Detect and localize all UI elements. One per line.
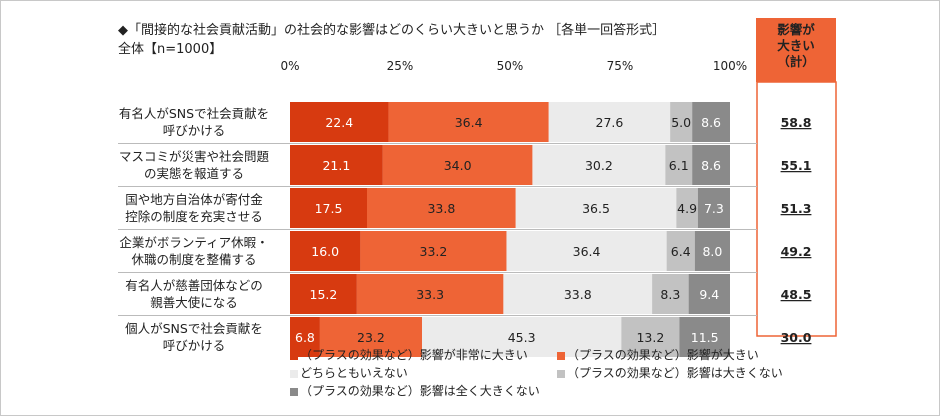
legend-label: どちらともいえない — [300, 366, 408, 380]
bar-segment-none — [688, 274, 730, 314]
summary-value: 51.3 — [781, 201, 812, 216]
data-label: 6.1 — [669, 158, 689, 173]
bar-segment-large — [382, 145, 533, 185]
x-tick-label: 100% — [713, 59, 747, 73]
data-label: 36.5 — [582, 201, 610, 216]
data-label: 6.8 — [295, 330, 315, 345]
bar-segment-not-large — [652, 274, 689, 314]
data-label: 33.8 — [427, 201, 455, 216]
legend-item-not-large: （プラスの効果など）影響は大きくない — [557, 364, 783, 381]
x-tick-label: 75% — [607, 59, 634, 73]
row-label: マスコミが災害や社会問題 の実態を報道する — [118, 149, 269, 181]
legend-label: （プラスの効果など）影響が大きい — [567, 348, 759, 362]
data-label: 21.1 — [322, 158, 350, 173]
data-label: 36.4 — [573, 244, 601, 259]
data-label: 34.0 — [444, 158, 472, 173]
summary-value: 48.5 — [781, 287, 812, 302]
data-label: 45.3 — [508, 330, 536, 345]
data-label: 8.6 — [701, 115, 721, 130]
bar-segment-very-large — [290, 231, 361, 271]
legend-item-very-large: （プラスの効果など）影響が非常に大きい — [290, 346, 528, 363]
bar-segment-not-large — [676, 188, 698, 228]
data-label: 33.8 — [564, 287, 592, 302]
bar-segment-neutral — [548, 102, 671, 142]
bar-segment-not-large — [666, 231, 695, 271]
x-tick-label: 0% — [280, 59, 299, 73]
chart-subtitle: 全体【n=1000】 — [118, 42, 223, 57]
chart-title: ◆「間接的な社会貢献活動」の社会的な影響はどのくらい大きいと思うか ［各単一回答… — [118, 23, 666, 38]
summary-value: 49.2 — [781, 244, 812, 259]
bar-segment-none — [692, 145, 730, 185]
legend-label: （プラスの効果など）影響が非常に大きい — [300, 348, 528, 362]
summary-value: 55.1 — [781, 158, 812, 173]
data-label: 22.4 — [325, 115, 353, 130]
data-label: 30.2 — [585, 158, 613, 173]
bar-segment-not-large — [670, 102, 693, 142]
legend-label: （プラスの効果など）影響は全く大きくない — [300, 384, 540, 398]
bar-segment-large — [367, 188, 516, 228]
bar-segment-very-large — [290, 102, 389, 142]
summary-value: 58.8 — [781, 115, 812, 130]
bar-segment-none — [679, 317, 730, 357]
legend-swatch — [290, 369, 298, 378]
legend-label: （プラスの効果など）影響は大きくない — [567, 366, 783, 380]
bar-segment-not-large — [665, 145, 693, 185]
row-label: 個人がSNSで社会貢献を 呼びかける — [125, 321, 263, 353]
bar-segment-large — [356, 274, 504, 314]
x-tick-label: 25% — [387, 59, 414, 73]
bar-segment-large — [319, 317, 422, 357]
bar-segment-neutral — [515, 188, 677, 228]
data-label: 8.3 — [660, 287, 680, 302]
bar-segment-none — [694, 231, 730, 271]
legend-item-none: （プラスの効果など）影響は全く大きくない — [290, 382, 540, 399]
data-label: 9.4 — [699, 287, 719, 302]
bar-segment-very-large — [290, 274, 357, 314]
data-label: 4.9 — [677, 201, 697, 216]
bar-segment-very-large — [290, 188, 367, 228]
data-label: 15.2 — [310, 287, 338, 302]
x-tick-label: 50% — [497, 59, 524, 73]
row-label: 有名人がSNSで社会貢献を 呼びかける — [118, 106, 270, 138]
data-label: 27.6 — [596, 115, 624, 130]
summary-value: 30.0 — [781, 330, 812, 345]
bar-segment-large — [388, 102, 549, 142]
data-label: 8.0 — [702, 244, 722, 259]
bar-segment-large — [360, 231, 507, 271]
legend-swatch — [290, 387, 298, 396]
data-label: 17.5 — [315, 201, 343, 216]
data-label: 5.0 — [671, 115, 691, 130]
bar-segment-neutral — [532, 145, 666, 185]
bar-segment-neutral — [506, 231, 667, 271]
bar-segment-none — [697, 188, 730, 228]
data-label: 7.3 — [704, 201, 724, 216]
data-label: 13.2 — [636, 330, 664, 345]
bar-segment-neutral — [422, 317, 622, 357]
bar-segment-neutral — [503, 274, 653, 314]
data-label: 23.2 — [357, 330, 385, 345]
data-label: 8.6 — [701, 158, 721, 173]
data-label: 33.2 — [420, 244, 448, 259]
data-label: 11.5 — [691, 330, 719, 345]
bar-segment-very-large — [290, 317, 320, 357]
legend-swatch — [557, 369, 565, 378]
data-label: 36.4 — [455, 115, 483, 130]
bar-segment-none — [692, 102, 730, 142]
summary-header: 影響が 大きい （計） — [756, 18, 836, 82]
legend-item-large: （プラスの効果など）影響が大きい — [557, 346, 759, 363]
data-label: 6.4 — [671, 244, 691, 259]
row-label: 有名人が慈善団体などの 親善大使になる — [125, 278, 263, 310]
legend-swatch — [290, 351, 298, 360]
data-label: 16.0 — [311, 244, 339, 259]
summary-column — [756, 81, 837, 337]
data-label: 33.3 — [416, 287, 444, 302]
legend-item-neutral: どちらともいえない — [290, 364, 408, 381]
legend-swatch — [557, 351, 565, 360]
bar-segment-not-large — [621, 317, 680, 357]
bar-segment-very-large — [290, 145, 383, 185]
row-label: 国や地方自治体が寄付金 控除の制度を充実させる — [125, 192, 263, 224]
row-label: 企業がボランティア休暇・ 休職の制度を整備する — [119, 235, 269, 267]
